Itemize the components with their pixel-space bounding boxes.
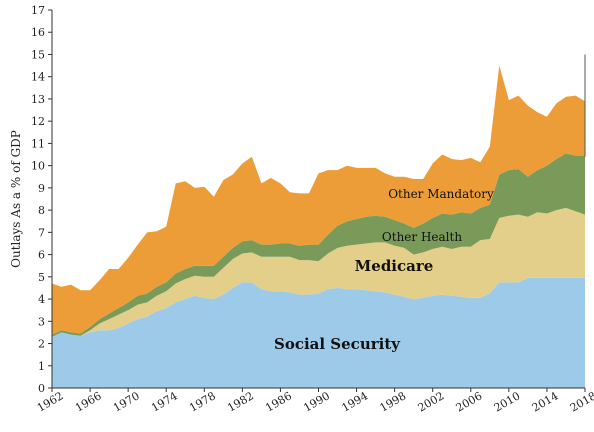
area-other-mandatory [52,65,585,335]
y-tick-label: 9 [38,182,45,195]
y-tick-label: 10 [31,160,45,173]
area-social-security [52,277,585,388]
y-tick-label: 13 [31,93,45,106]
x-tick-label: 1966 [73,389,104,414]
y-tick-label: 16 [31,26,45,39]
x-tick-label: 1970 [111,389,142,414]
area-other-health [52,153,585,337]
y-tick-label: 2 [38,338,45,351]
x-tick-label: 1994 [339,389,370,414]
x-tick-label: 2010 [492,389,523,414]
y-tick-label: 1 [38,360,45,373]
x-tick-label: 2002 [416,389,447,414]
x-tick-label: 1990 [301,389,332,414]
y-tick-label: 0 [38,382,45,395]
series-labels: Social Security Medicare Other Health Other… [274,187,494,353]
x-tick-label: 2018 [568,389,594,414]
label-other-health: Other Health [382,230,462,244]
area-medicare [52,207,585,337]
y-tick-label: 17 [31,4,45,17]
x-tick-label: 2014 [530,389,561,414]
x-tick-label: 2006 [454,389,485,414]
label-medicare: Medicare [355,257,434,275]
y-tick-label: 8 [38,204,45,217]
y-tick-label: 7 [38,226,45,239]
x-tick-label: 1982 [225,389,256,414]
y-tick-label: 6 [38,249,45,262]
label-other-mandatory: Other Mandatory [388,187,494,201]
y-tick-label: 5 [38,271,45,284]
x-tick-label: 1974 [149,389,180,414]
y-tick-label: 3 [38,315,45,328]
y-tick-label: 4 [38,293,45,306]
y-tick-label: 11 [31,137,45,150]
y-tick-label: 15 [31,48,45,61]
x-tick-label: 1986 [263,389,294,414]
x-tick-label: 1998 [378,389,409,414]
y-tick-label: 14 [31,71,45,84]
x-tick-label: 1978 [187,389,218,414]
y-axis-title: Outlays As a % of GDP [9,130,23,268]
stacked-areas [52,65,585,388]
label-social-security: Social Security [274,335,401,353]
y-tick-label: 12 [31,115,45,128]
